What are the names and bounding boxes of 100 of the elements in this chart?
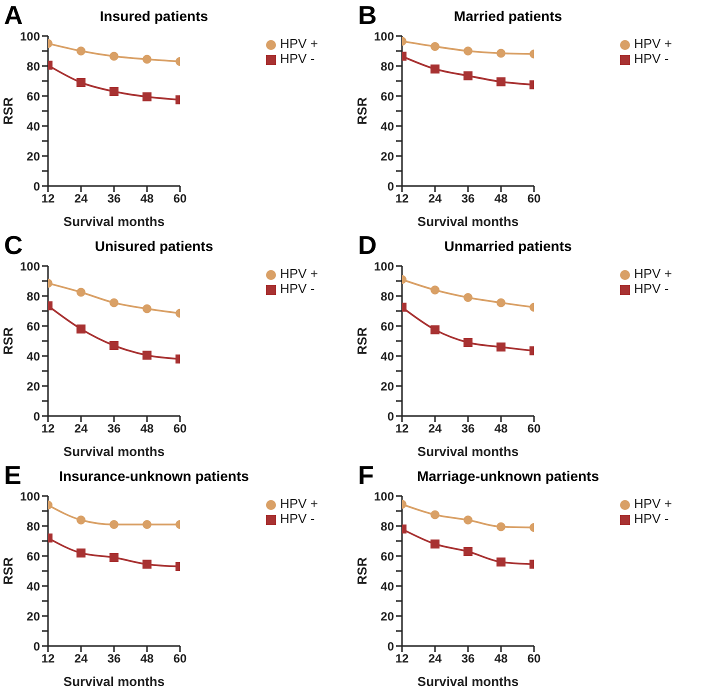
x-axis-title: Survival months (417, 444, 519, 459)
x-tick-label: 48 (494, 652, 508, 666)
y-tick-label: 20 (380, 609, 394, 624)
y-tick-label: 100 (20, 29, 40, 44)
x-tick-label: 36 (107, 192, 121, 206)
y-tick-label: 0 (387, 409, 394, 424)
legend-label: HPV + (280, 496, 318, 511)
legend-label: HPV + (280, 266, 318, 281)
y-tick-label: 0 (33, 409, 40, 424)
chart-title: Insured patients (98, 8, 210, 24)
y-tick-label: 100 (374, 489, 394, 504)
text: C (4, 230, 23, 261)
x-tick-label: 12 (395, 422, 409, 436)
point (110, 341, 118, 350)
y-tick-label: 80 (26, 289, 40, 304)
y-tick-label: 20 (380, 379, 394, 394)
x-tick-label: 36 (461, 652, 475, 666)
y-axis-title: RSR (354, 556, 370, 585)
y-tick-label: 40 (380, 349, 394, 364)
text: E (4, 460, 22, 491)
y-tick-label: 20 (26, 149, 40, 164)
y-tick-label: 60 (380, 319, 394, 334)
x-axis-title: Survival months (417, 214, 519, 229)
chart-title: Unisured patients (94, 238, 214, 254)
point (110, 298, 118, 308)
x-tick-label: 12 (41, 192, 55, 206)
x-tick-label: 60 (173, 652, 187, 666)
y-tick-label: 0 (387, 179, 394, 194)
point (142, 92, 152, 102)
point (496, 522, 506, 532)
point (110, 52, 118, 61)
point (496, 77, 506, 86)
x-tick-label: 60 (527, 192, 541, 206)
point (496, 48, 506, 58)
y-axis-title: RSR (354, 326, 370, 355)
point (464, 547, 472, 556)
point (496, 558, 506, 566)
y-axis-title: RSR (0, 556, 16, 585)
y-tick-label: 80 (380, 519, 394, 534)
legend-label: HPV + (634, 36, 672, 51)
y-tick-label: 60 (380, 89, 394, 104)
x-tick-label: 24 (74, 192, 88, 206)
y-tick-label: 100 (20, 259, 40, 274)
point (142, 54, 152, 64)
chart-title: Married patients (452, 8, 564, 24)
point (142, 304, 152, 314)
point (464, 46, 472, 56)
x-tick-label: 12 (395, 652, 409, 666)
point (142, 350, 152, 360)
point (464, 293, 472, 302)
point (430, 42, 440, 51)
x-tick-label: 36 (107, 422, 121, 436)
y-tick-label: 40 (380, 579, 394, 594)
point (76, 78, 86, 87)
x-tick-label: 48 (494, 422, 508, 436)
x-tick-label: 24 (428, 422, 442, 436)
legend-label: HPV + (634, 496, 672, 511)
point (142, 520, 152, 529)
x-axis-title: Survival months (63, 214, 165, 229)
point (110, 87, 118, 96)
x-tick-label: 24 (428, 192, 442, 206)
point (464, 338, 472, 347)
y-tick-label: 0 (33, 179, 40, 194)
legend-label: HPV - (634, 51, 669, 66)
point (464, 71, 472, 80)
x-tick-label: 24 (74, 422, 88, 436)
legend-label: HPV - (280, 51, 315, 66)
y-axis-title: RSR (0, 96, 16, 125)
point (76, 548, 86, 558)
point (76, 288, 86, 297)
legend-label: HPV + (280, 36, 318, 51)
legend-label: HPV - (280, 511, 315, 526)
x-tick-label: 60 (527, 422, 541, 436)
point (110, 553, 118, 562)
legend-label: HPV + (634, 266, 672, 281)
legend-label: HPV - (634, 511, 669, 526)
y-tick-label: 80 (26, 519, 40, 534)
y-tick-label: 40 (26, 349, 40, 364)
point (76, 46, 86, 56)
x-tick-label: 12 (41, 422, 55, 436)
y-axis-title: RSR (0, 326, 16, 355)
x-tick-label: 48 (494, 192, 508, 206)
legend-label: HPV - (280, 281, 315, 296)
y-tick-label: 60 (26, 549, 40, 564)
text: B (358, 0, 377, 31)
point (430, 286, 440, 294)
y-tick-label: 80 (380, 59, 394, 74)
chart-title: Marriage-unknown patients (416, 468, 600, 484)
chart-title: Unmarried patients (443, 238, 573, 254)
x-axis-title: Survival months (63, 444, 165, 459)
point (496, 298, 506, 308)
y-tick-label: 60 (26, 89, 40, 104)
y-tick-label: 60 (26, 319, 40, 334)
chart-title: Insurance-unknown patients (58, 468, 250, 484)
x-tick-label: 36 (107, 652, 121, 666)
point (430, 540, 440, 548)
x-tick-label: 60 (173, 192, 187, 206)
point (142, 560, 152, 569)
text: F (358, 460, 374, 491)
y-tick-label: 100 (374, 29, 394, 44)
